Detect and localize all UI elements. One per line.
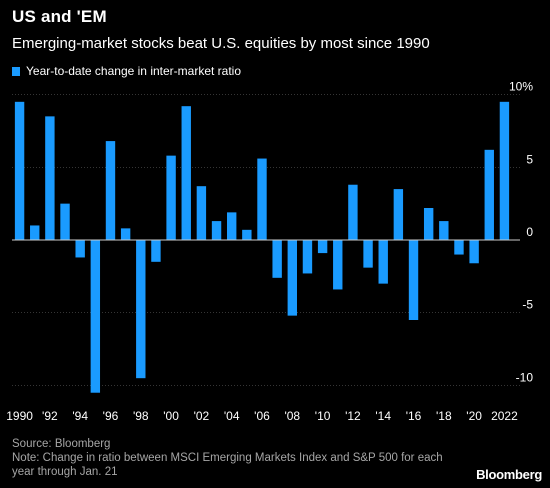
- y-tick-label: 10%: [509, 80, 533, 94]
- bar-2007: [272, 240, 282, 278]
- bar-2019: [454, 240, 464, 255]
- bar-2018: [439, 221, 449, 240]
- bar-1998: [136, 240, 146, 379]
- bar-1991: [30, 225, 40, 240]
- bar-2008: [287, 240, 297, 316]
- x-tick-label: '06: [254, 409, 270, 423]
- bar-2016: [408, 240, 419, 320]
- bar-2001: [181, 106, 191, 240]
- x-tick-label: '08: [284, 409, 300, 423]
- chart-footer: Source: Bloomberg Note: Change in ratio …: [12, 437, 462, 479]
- x-tick-labels: 1990 '92 '94 '96 '98 '00 '02 '04 '06 '08 '10 '12 '14…: [6, 409, 518, 423]
- x-tick-label: '96: [103, 409, 119, 423]
- bar-2006: [257, 158, 267, 240]
- bar-1999: [151, 240, 161, 262]
- bar-1993: [60, 203, 70, 240]
- bar-2012: [348, 184, 358, 240]
- legend-label: Year-to-date change in inter-market rati…: [26, 64, 242, 78]
- bar-2005: [242, 229, 252, 240]
- x-tick-label: '12: [345, 409, 361, 423]
- bar-2013: [363, 240, 373, 268]
- x-tick-label: 2022: [491, 409, 518, 423]
- bar-2021: [484, 149, 494, 240]
- legend-swatch: [12, 66, 20, 76]
- chart-legend: Year-to-date change in inter-market rati…: [12, 64, 241, 78]
- bar-1997: [120, 228, 131, 240]
- x-tick-label: '14: [375, 409, 391, 423]
- bar-2022: [499, 101, 510, 241]
- y-tick-label: 0: [526, 225, 533, 239]
- x-tick-label: '00: [163, 409, 179, 423]
- bar-2017: [423, 208, 434, 240]
- bar-2009: [302, 240, 313, 274]
- bar-1990: [14, 101, 25, 241]
- chart-subtitle: Emerging-market stocks beat U.S. equitie…: [12, 35, 430, 52]
- bar-2010: [317, 240, 328, 254]
- x-tick-label: '10: [315, 409, 331, 423]
- bar-2000: [166, 155, 176, 240]
- x-tick-label: '92: [42, 409, 58, 423]
- bar-2014: [378, 240, 388, 284]
- bar-2003: [211, 221, 222, 240]
- methodology-note: Note: Change in ratio between MSCI Emerg…: [12, 452, 443, 478]
- bloomberg-logo: Bloomberg: [476, 467, 542, 482]
- chart-title: US and 'EM: [12, 7, 107, 26]
- x-tick-label: '98: [133, 409, 149, 423]
- bar-2011: [333, 240, 343, 290]
- source-note: Source: Bloomberg: [12, 438, 111, 450]
- y-tick-label: 5: [526, 152, 533, 166]
- y-tick-label: -10: [516, 370, 534, 384]
- bar-1994: [75, 240, 85, 258]
- y-tick-labels: 10% 5 0 -5 -10: [509, 80, 533, 385]
- bar-2004: [227, 212, 237, 240]
- x-tick-label: '02: [194, 409, 210, 423]
- x-tick-label: 1990: [6, 409, 33, 423]
- bar-1996: [105, 141, 116, 240]
- x-tick-label: '16: [406, 409, 422, 423]
- bar-2002: [196, 186, 207, 240]
- y-tick-label: -5: [522, 298, 533, 312]
- bar-2015: [393, 189, 404, 240]
- x-tick-label: '04: [224, 409, 240, 423]
- bar-1995: [90, 240, 101, 393]
- x-tick-label: '20: [466, 409, 482, 423]
- bars: [14, 101, 510, 393]
- bar-2020: [469, 240, 479, 264]
- x-tick-label: '94: [72, 409, 88, 423]
- x-tick-label: '18: [436, 409, 452, 423]
- bar-1992: [45, 116, 55, 240]
